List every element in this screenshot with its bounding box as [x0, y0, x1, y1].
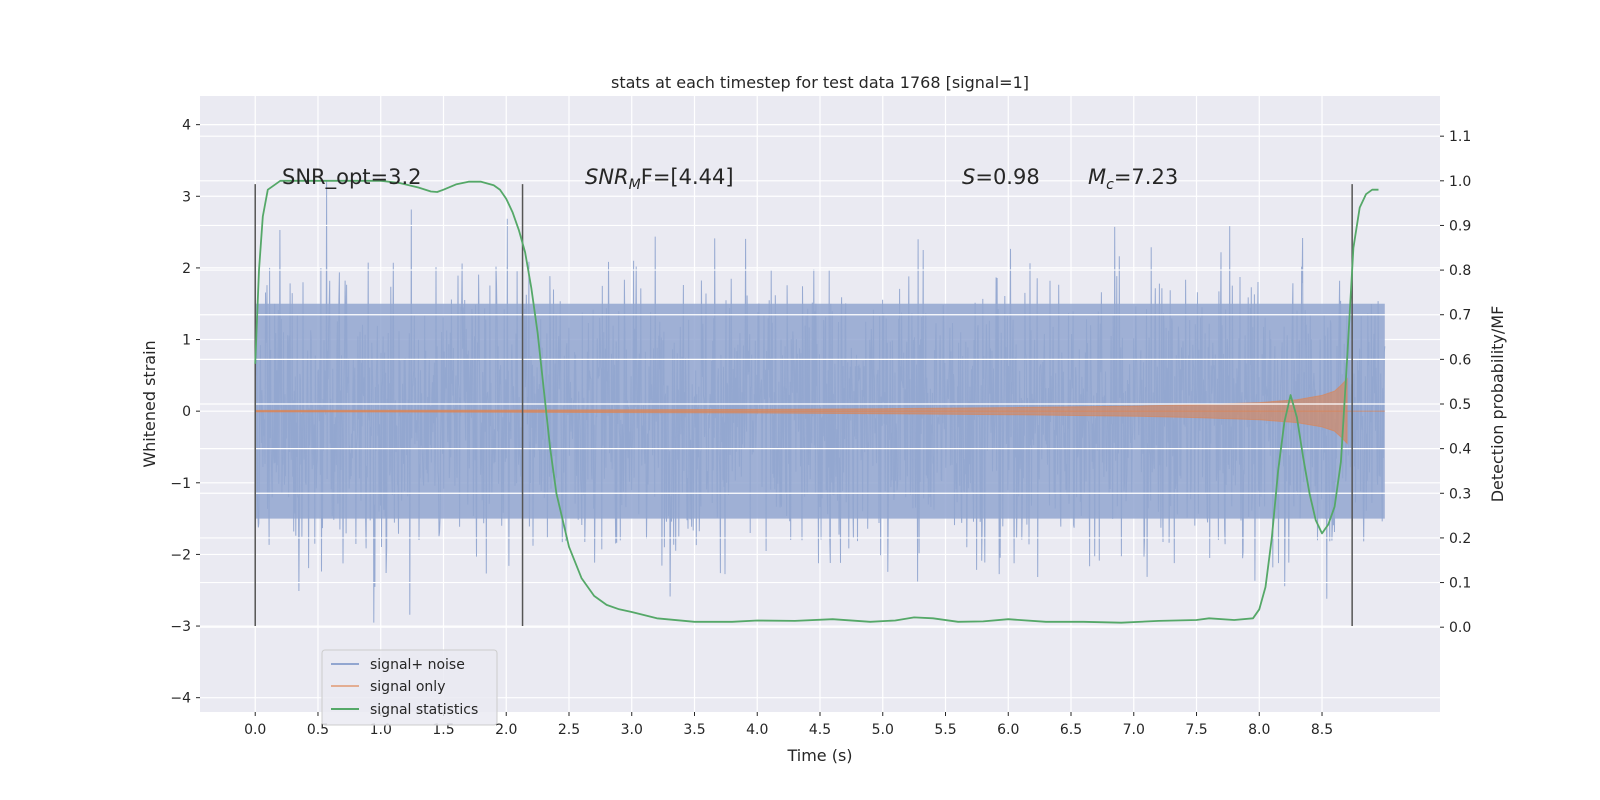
annotation-snr-mf-suffix: F=[4.44] [641, 165, 734, 189]
y2-tick-label-7: 0.7 [1449, 308, 1471, 324]
annotation-snr-opt: SNR_opt=3.2 [282, 165, 422, 190]
y-tick-label-1: −3 [170, 619, 191, 635]
y-tick-label-8: 4 [182, 118, 191, 134]
y2-tick-label-2: 0.2 [1449, 531, 1471, 547]
annotation-s-var: S [962, 165, 975, 189]
legend-label-signal-statistics: signal statistics [370, 702, 478, 718]
signal-noise-trace [254, 180, 1386, 623]
y-tick-label-0: −4 [170, 691, 191, 707]
annotation-snr-opt-text: SNR_opt=3.2 [282, 165, 422, 190]
x-tick-label-1: 0.5 [307, 722, 329, 738]
annotation-snr-mf: SNRMF=[4.44] [585, 165, 734, 193]
y-axis-title: Whitened strain [140, 340, 159, 467]
y-tick-label-5: 1 [182, 333, 191, 349]
y2-axis-ticks: 0.0 0.1 0.2 0.3 0.4 0.5 0.6 0.7 0.8 0.9 1.0 1.1 [1440, 129, 1471, 636]
x-tick-label-10: 5.0 [872, 722, 894, 738]
x-tick-label-17: 8.5 [1311, 722, 1333, 738]
series-signal-only [254, 377, 1385, 445]
x-tick-label-11: 5.5 [934, 722, 956, 738]
y2-tick-label-0: 0.0 [1449, 620, 1471, 636]
x-tick-label-2: 1.0 [370, 722, 392, 738]
y2-tick-label-5: 0.5 [1449, 397, 1471, 413]
annotation-mc-text: =7.23 [1114, 165, 1178, 189]
x-tick-label-5: 2.5 [558, 722, 580, 738]
annotation-mc-var: M [1088, 165, 1106, 189]
annotation-snr-mf-prefix: SNR [585, 165, 629, 189]
y2-axis-title: Detection probability/MF [1488, 306, 1507, 503]
y-tick-label-2: −2 [170, 547, 191, 563]
legend-label-signal-only: signal only [370, 679, 445, 695]
x-axis-ticks: 0.0 0.5 1.0 1.5 2.0 2.5 3.0 3.5 4.0 4.5 5.0 5.5 6.0 6… [244, 712, 1333, 738]
y2-tick-label-10: 1.0 [1449, 174, 1471, 190]
y2-tick-label-6: 0.6 [1449, 352, 1471, 368]
x-tick-label-16: 8.0 [1248, 722, 1270, 738]
annotation-s-value: S=0.98 [962, 165, 1040, 189]
right-grid [200, 135, 1440, 628]
x-tick-label-14: 7.0 [1123, 722, 1145, 738]
legend-box [321, 649, 498, 726]
y-tick-label-6: 2 [182, 261, 191, 277]
x-tick-label-6: 3.0 [621, 722, 643, 738]
x-tick-label-7: 3.5 [683, 722, 705, 738]
x-tick-label-12: 6.0 [997, 722, 1019, 738]
annotation-snr-mf-sub: M [629, 177, 641, 193]
y-tick-label-4: 0 [182, 404, 191, 420]
chart-title: stats at each timestep for test data 176… [611, 73, 1029, 92]
y2-tick-label-3: 0.3 [1449, 486, 1471, 502]
x-tick-label-0: 0.0 [244, 722, 266, 738]
y-tick-label-3: −1 [170, 476, 191, 492]
annotation-s-text: =0.98 [975, 165, 1039, 189]
x-tick-label-13: 6.5 [1060, 722, 1082, 738]
legend-label-signal-noise: signal+ noise [370, 657, 465, 673]
x-axis-title: Time (s) [786, 746, 852, 765]
annotation-mc-value: Mc=7.23 [1088, 165, 1178, 193]
annotation-mc-sub: c [1106, 177, 1114, 193]
legend: signal+ noise signal only signal statist… [321, 649, 498, 726]
y-axis-ticks: −4 −3 −2 −1 0 1 2 3 4 [170, 118, 200, 707]
y-tick-label-7: 3 [182, 189, 191, 205]
y2-tick-label-1: 0.1 [1449, 576, 1471, 592]
annotations: SNR_opt=3.2 SNRMF=[4.44] S=0.98 Mc=7.23 [282, 165, 1178, 193]
x-tick-label-9: 4.5 [809, 722, 831, 738]
y2-tick-label-8: 0.8 [1449, 263, 1471, 279]
y2-tick-label-4: 0.4 [1449, 442, 1471, 458]
x-tick-label-8: 4.0 [746, 722, 768, 738]
x-tick-label-4: 2.0 [495, 722, 517, 738]
x-tick-label-3: 1.5 [432, 722, 454, 738]
y2-tick-label-9: 0.9 [1449, 218, 1471, 234]
series-signal-statistics [254, 179, 1379, 624]
x-tick-label-15: 7.5 [1185, 722, 1207, 738]
signal-statistics-line [254, 179, 1379, 624]
y2-tick-label-11: 1.1 [1449, 129, 1471, 145]
